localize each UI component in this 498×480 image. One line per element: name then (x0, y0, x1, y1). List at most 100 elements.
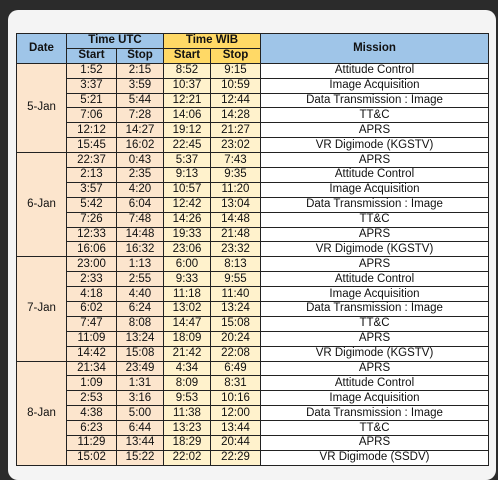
utc-stop-cell: 8:08 (116, 315, 164, 332)
wib-stop-cell: 9:15 (210, 62, 261, 79)
utc-stop-cell: 0:43 (116, 152, 164, 169)
utc-start-cell: 7:47 (66, 315, 117, 332)
table-row: 3:37 3:59 10:37 10:59 Image Acquisition (17, 77, 489, 94)
mission-cell: VR Digimode (KGSTV) (260, 345, 489, 362)
utc-stop-cell: 4:20 (116, 181, 164, 198)
table-row: 5:42 6:04 12:42 13:04 Data Transmission : Im… (17, 196, 489, 213)
header-mission: Mission (260, 33, 489, 64)
utc-stop-cell: 15:08 (116, 345, 164, 362)
table-row: 6:02 6:24 13:02 13:24 Data Transmission : Im… (17, 301, 489, 317)
table-row: 8-Jan 21:34 23:49 4:34 6:49 APRS (16, 360, 489, 466)
mission-cell: Data Transmission : Image (260, 92, 489, 109)
wib-stop-cell: 20:44 (210, 435, 261, 451)
wib-start-cell: 8:09 (163, 375, 211, 392)
wib-stop-cell: 9:55 (210, 271, 261, 288)
wib-start-cell: 14:26 (163, 211, 211, 228)
utc-start-cell: 22:37 (66, 152, 117, 169)
wib-stop-cell: 20:24 (210, 330, 261, 347)
wib-start-cell: 11:18 (163, 286, 211, 303)
utc-start-cell: 23:00 (66, 256, 117, 273)
wib-start-cell: 22:02 (163, 449, 211, 466)
table-row: 15:02 15:22 22:02 22:29 VR Digimode (SSDV) (17, 449, 489, 466)
wib-start-cell: 21:42 (163, 345, 211, 362)
utc-start-cell: 6:23 (66, 420, 117, 437)
utc-stop-cell: 13:24 (116, 330, 164, 347)
date-cell: 5-Jan (16, 62, 67, 154)
utc-stop-cell: 23:49 (116, 360, 164, 377)
table-row: 7:26 7:48 14:26 14:48 TT&C (17, 211, 489, 228)
wib-stop-cell: 7:43 (210, 152, 261, 169)
utc-start-cell: 2:53 (66, 390, 117, 407)
mission-cell: TT&C (260, 211, 489, 228)
wib-start-cell: 8:52 (163, 62, 211, 79)
mission-cell: APRS (260, 226, 489, 243)
wib-start-cell: 10:37 (163, 77, 211, 94)
wib-start-cell: 18:29 (163, 435, 211, 451)
utc-stop-cell: 13:44 (116, 435, 164, 451)
utc-start-cell: 3:57 (66, 181, 117, 198)
header-wib-start: Start (163, 47, 211, 64)
utc-start-cell: 11:29 (66, 435, 117, 451)
wib-stop-cell: 22:08 (210, 345, 261, 362)
wib-stop-cell: 14:48 (210, 211, 261, 228)
mission-cell: Attitude Control (260, 167, 489, 183)
mission-cell: TT&C (260, 315, 489, 332)
wib-start-cell: 9:53 (163, 390, 211, 407)
wib-start-cell: 19:12 (163, 122, 211, 139)
utc-start-cell: 5:42 (66, 196, 117, 213)
utc-start-cell: 3:37 (66, 77, 117, 94)
table-body: 5-Jan 1:52 2:15 8:52 9:15 Attitude Control 3:3… (16, 62, 489, 466)
table-row: 7-Jan 23:00 1:13 6:00 8:13 APRS (16, 256, 489, 362)
table-row: 6-Jan 22:37 0:43 5:37 7:43 APRS (16, 152, 489, 258)
mission-cell: TT&C (260, 107, 489, 124)
utc-start-cell: 4:18 (66, 286, 117, 303)
mission-cell: Attitude Control (260, 62, 489, 79)
wib-start-cell: 6:00 (163, 256, 211, 273)
wib-stop-cell: 11:20 (210, 181, 261, 198)
header-wib-stop: Stop (210, 47, 261, 64)
wib-start-cell: 5:37 (163, 152, 211, 169)
table-row: 2:33 2:55 9:33 9:55 Attitude Control (17, 271, 489, 288)
page: Date Time UTC Time WIB Mission Start Sto… (8, 10, 496, 480)
date-cell: 6-Jan (16, 152, 67, 258)
mission-cell: VR Digimode (KGSTV) (260, 137, 489, 154)
utc-stop-cell: 15:22 (116, 449, 164, 466)
wib-stop-cell: 9:35 (210, 167, 261, 183)
mission-cell: Attitude Control (260, 271, 489, 288)
utc-stop-cell: 7:48 (116, 211, 164, 228)
wib-stop-cell: 10:59 (210, 77, 261, 94)
utc-stop-cell: 6:04 (116, 196, 164, 213)
table-row: 5:21 5:44 12:21 12:44 Data Transmission : Im… (17, 92, 489, 109)
utc-start-cell: 15:02 (66, 449, 117, 466)
utc-stop-cell: 6:44 (116, 420, 164, 437)
mission-cell: Image Acquisition (260, 286, 489, 303)
wib-start-cell: 14:06 (163, 107, 211, 124)
wib-stop-cell: 23:32 (210, 241, 261, 258)
utc-start-cell: 12:33 (66, 226, 117, 243)
utc-start-cell: 12:12 (66, 122, 117, 139)
wib-start-cell: 9:13 (163, 167, 211, 183)
wib-start-cell: 9:33 (163, 271, 211, 288)
utc-stop-cell: 7:28 (116, 107, 164, 124)
wib-stop-cell: 8:13 (210, 256, 261, 273)
utc-stop-cell: 3:59 (116, 77, 164, 94)
utc-start-cell: 21:34 (66, 360, 117, 377)
utc-stop-cell: 3:16 (116, 390, 164, 407)
table-row: 7:06 7:28 14:06 14:28 TT&C (17, 107, 489, 124)
mission-cell: Data Transmission : Image (260, 301, 489, 317)
date-cell: 8-Jan (16, 360, 67, 466)
wib-start-cell: 10:57 (163, 181, 211, 198)
wib-start-cell: 11:38 (163, 405, 211, 422)
mission-cell: APRS (260, 435, 489, 451)
mission-cell: APRS (260, 122, 489, 139)
wib-start-cell: 4:34 (163, 360, 211, 377)
header-utc-stop: Stop (116, 47, 164, 64)
mission-cell: APRS (260, 330, 489, 347)
table-row: 2:53 3:16 9:53 10:16 Image Acquisition (17, 390, 489, 407)
utc-start-cell: 1:52 (66, 62, 117, 79)
wib-stop-cell: 13:24 (210, 301, 261, 317)
utc-stop-cell: 5:44 (116, 92, 164, 109)
table-row: 11:29 13:44 18:29 20:44 APRS (17, 435, 489, 451)
utc-stop-cell: 5:00 (116, 405, 164, 422)
wib-stop-cell: 21:27 (210, 122, 261, 139)
